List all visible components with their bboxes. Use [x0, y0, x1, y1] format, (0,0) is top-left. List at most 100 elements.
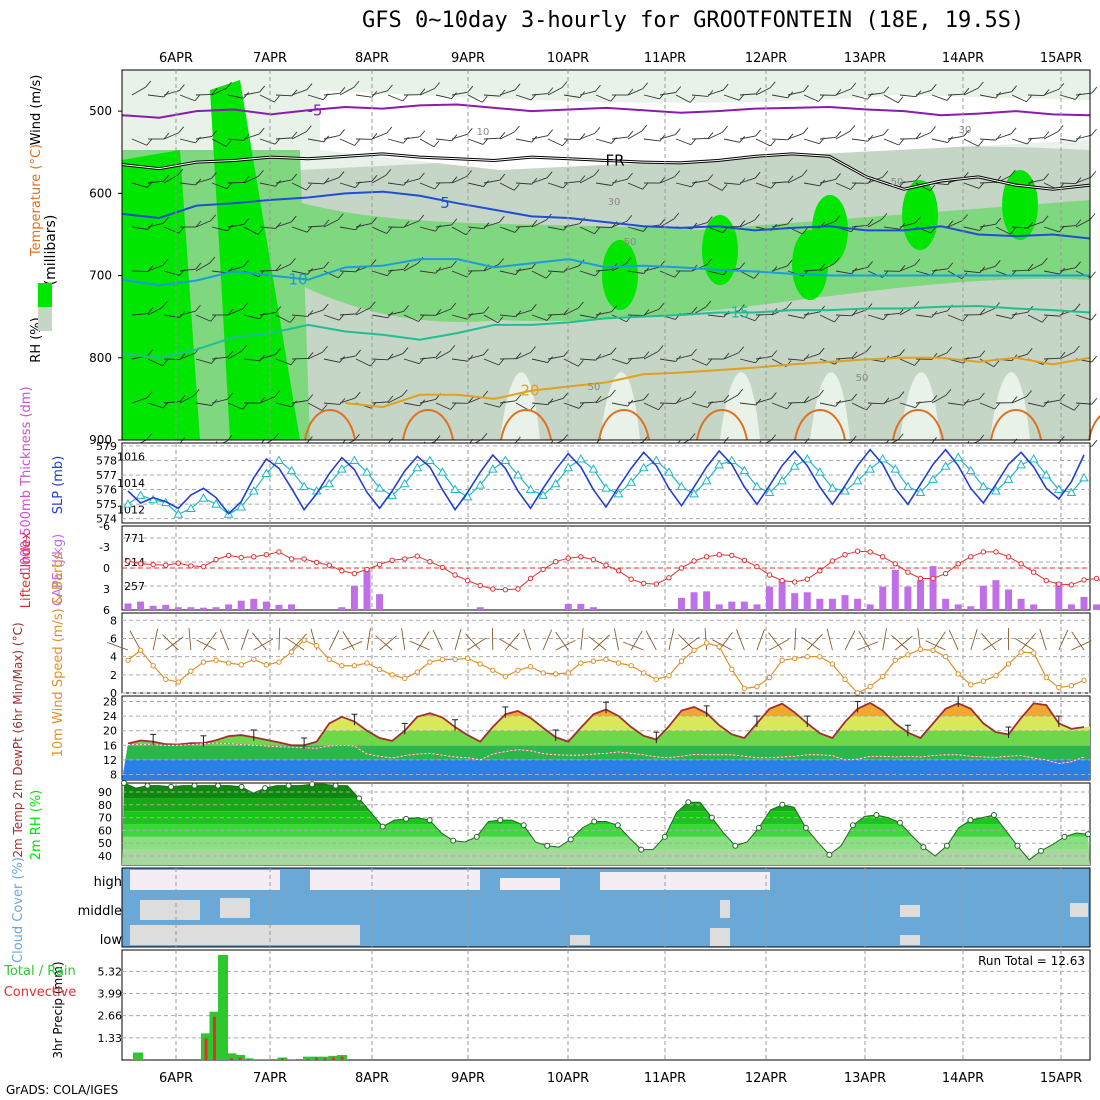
- lifted-marker: [590, 556, 597, 563]
- wind-barb-flag: [371, 175, 378, 182]
- wind-barb: [1027, 94, 1045, 97]
- wind-barb: [531, 402, 548, 406]
- lifted-marker: [653, 581, 660, 587]
- isotherm-25: [500, 409, 552, 441]
- isotherm-25: [990, 409, 1042, 441]
- wind-barb: [1043, 399, 1060, 404]
- wind-barb: [387, 268, 404, 272]
- wind-barb: [1075, 92, 1092, 96]
- wind-barb: [419, 398, 436, 404]
- cape-bar: [199, 607, 207, 610]
- wind-barb-flag: [979, 224, 985, 231]
- wind-barb: [627, 357, 644, 360]
- lifted-marker: [880, 554, 886, 560]
- wind-marker: [301, 637, 307, 643]
- thickness-marker: [135, 490, 146, 499]
- wind-barb-flag: [610, 94, 617, 102]
- wind-barb: [579, 226, 595, 235]
- wind-barb: [227, 181, 245, 184]
- wind-barb: [675, 138, 692, 146]
- wind-barb: [963, 270, 980, 274]
- lifted-marker: [729, 552, 735, 559]
- cape-bar: [728, 601, 736, 610]
- cape-bar: [854, 598, 862, 610]
- wind-barb: [467, 182, 484, 188]
- wind-barb-flag: [642, 82, 649, 90]
- wind-barb: [499, 226, 516, 233]
- wind-barb-flag: [434, 435, 441, 442]
- wind-barb: [963, 87, 979, 96]
- rh-dry-tongue: [600, 372, 640, 440]
- wind-barb: [195, 93, 213, 96]
- y-tick: 2.66: [98, 1010, 123, 1023]
- wind-barb-10m: [925, 640, 946, 651]
- wind-barb: [371, 90, 388, 96]
- y-tick-left: -6: [99, 520, 110, 533]
- wind-barb: [179, 94, 196, 102]
- wind-barb-flag: [562, 139, 568, 147]
- wind-barb-flag: [195, 136, 201, 144]
- wind-barb: [435, 308, 452, 316]
- wind-barb: [419, 356, 436, 360]
- cape-bar: [137, 601, 145, 610]
- wind-barb: [195, 314, 211, 322]
- lifted-marker: [200, 563, 207, 570]
- wind-barb-flag: [146, 138, 153, 146]
- wind-barb: [755, 87, 771, 96]
- wind-barb-10m: [948, 629, 959, 651]
- isotherm-freeze-inner: [121, 153, 1091, 190]
- wind-marker: [1043, 674, 1049, 681]
- wind-barb: [915, 89, 932, 96]
- wind-barb-flag: [385, 168, 392, 176]
- lifted-marker: [376, 561, 383, 568]
- wind-barb-flag: [995, 217, 1002, 225]
- wind-barb-flag: [290, 358, 297, 366]
- footer-credit: GrADS: COLA/IGES: [6, 1083, 119, 1097]
- thickness-marker: [852, 475, 863, 485]
- thickness-marker: [487, 464, 498, 473]
- wind-barb-10m: [555, 631, 569, 651]
- wind-barb-flag: [369, 301, 376, 309]
- thickness-marker: [173, 509, 184, 518]
- wind-barb-flag: [849, 124, 856, 132]
- wind-marker: [779, 657, 785, 663]
- wind-barb: [403, 136, 420, 140]
- rh-marker: [121, 780, 127, 786]
- wind-barb: [675, 396, 692, 404]
- wind-marker: [439, 656, 446, 663]
- wind-barb-10m: [826, 628, 833, 651]
- legend-convective: Convective: [4, 985, 77, 1000]
- wind-barb: [1059, 94, 1076, 100]
- wind-barb-10m: [983, 637, 1003, 651]
- wind-barb: [227, 350, 243, 360]
- wind-barb-10m: [756, 629, 765, 651]
- wind-barb: [547, 313, 565, 316]
- wind-barb-flag: [481, 95, 488, 103]
- wind-barb-flag: [147, 349, 153, 356]
- wind-barb: [563, 94, 580, 98]
- legend-total: Total / Rain: [3, 964, 76, 979]
- cape-bar: [879, 586, 887, 610]
- lifted-marker: [402, 556, 408, 562]
- lifted-marker: [678, 565, 685, 571]
- wind-barb-flag: [195, 262, 202, 270]
- wind-barb: [147, 222, 164, 228]
- wind-barb: [771, 181, 788, 184]
- wind-barb-10m: [623, 641, 644, 651]
- wind-barb: [1075, 270, 1091, 279]
- thickness-marker: [689, 488, 699, 498]
- thickness-marker: [123, 499, 133, 508]
- isotherm-label: 10: [288, 271, 307, 289]
- wind-barb: [243, 91, 260, 96]
- y-tick: 28: [103, 695, 117, 708]
- wind-barb-flag: [769, 81, 776, 89]
- lifted-marker: [502, 587, 509, 593]
- wind-barb: [563, 358, 579, 367]
- wind-barb-flag: [321, 404, 328, 411]
- wind-barb: [483, 94, 500, 97]
- wind-barb: [259, 94, 275, 103]
- wind-barb: [371, 314, 388, 319]
- lifted-marker: [867, 549, 873, 555]
- wind-barb-10m: [645, 630, 657, 651]
- wind-barb: [803, 269, 820, 272]
